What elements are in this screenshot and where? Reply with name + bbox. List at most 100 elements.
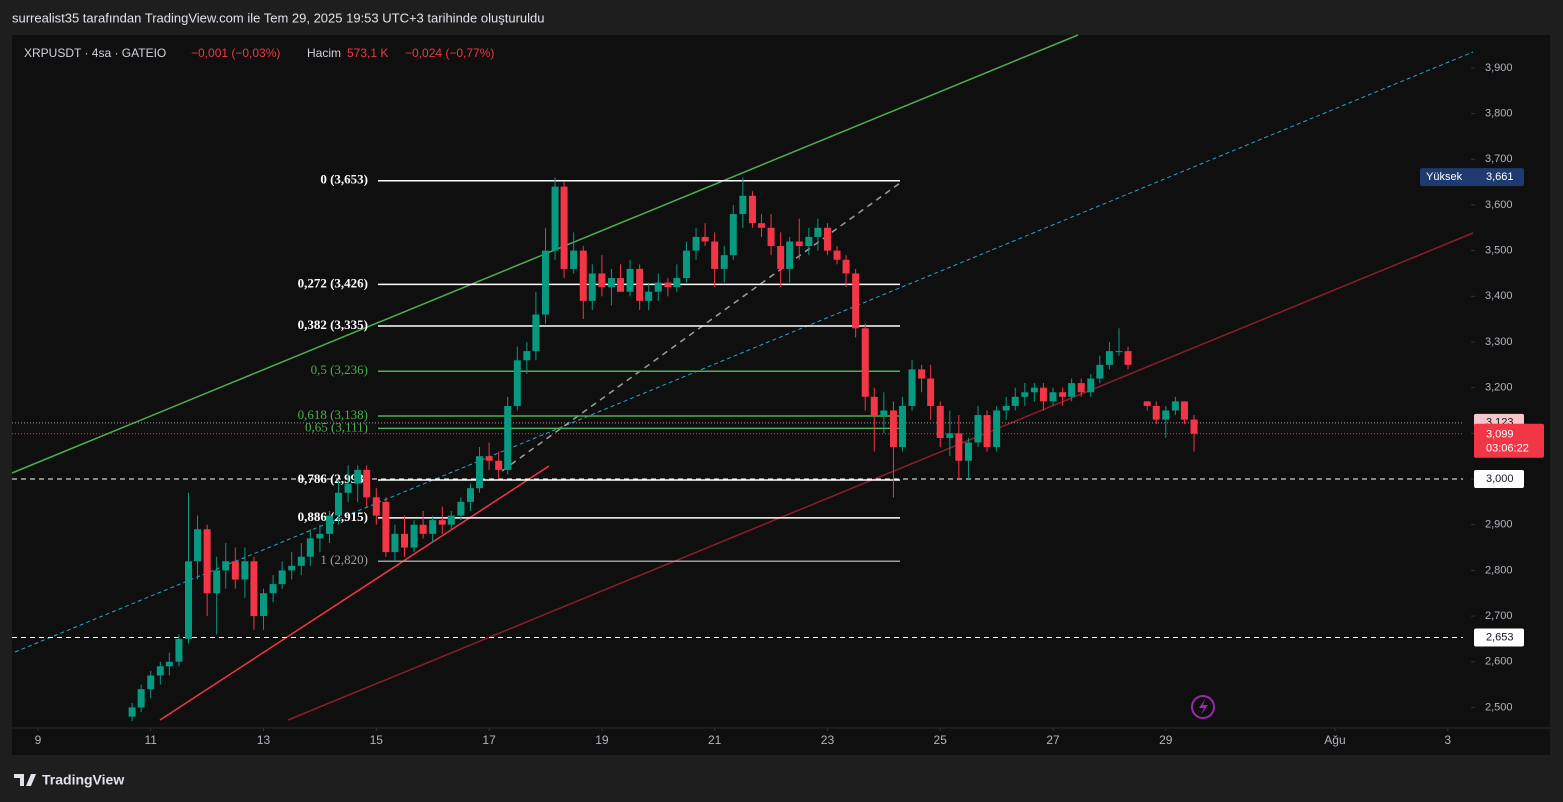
candle-body <box>213 570 221 594</box>
candle-body <box>175 638 183 662</box>
candle-body <box>607 278 615 288</box>
candle-body <box>541 250 549 315</box>
high-label: 3,661 <box>1486 171 1514 183</box>
candle-body <box>729 214 737 256</box>
fib-label: 0,786 (2,998) <box>298 471 368 486</box>
brand: TradingView <box>42 772 124 788</box>
candle-body <box>814 227 822 237</box>
last-price-label: 3,099 <box>1486 429 1514 441</box>
caption: surrealist35 tarafından TradingView.com … <box>12 10 544 25</box>
x-tick-label: 25 <box>934 733 948 747</box>
candle-body <box>495 460 503 470</box>
y-tick-label: 3,800 <box>1485 107 1513 119</box>
candle-body <box>795 241 803 247</box>
candle-body <box>964 442 972 461</box>
y-tick-label: 3,900 <box>1485 62 1513 74</box>
candle-body <box>288 565 296 571</box>
candle-body <box>1002 405 1010 411</box>
trendline <box>14 51 1474 653</box>
countdown: 03:06:22 <box>1486 443 1529 455</box>
fib-label: 0 (3,653) <box>320 172 368 187</box>
candle-body <box>692 236 700 251</box>
candle-body <box>354 469 362 484</box>
volume: 573,1 K <box>347 46 388 60</box>
candle-body <box>363 469 371 498</box>
y-tick-label: 3,500 <box>1485 245 1513 257</box>
candle-body <box>1190 419 1198 434</box>
candle-body <box>457 501 465 516</box>
symbol: XRPUSDT · 4sa · GATEIO <box>24 46 166 60</box>
candle-body <box>1162 410 1170 420</box>
candle-body <box>504 405 512 470</box>
candle-body <box>1152 405 1160 420</box>
candle-body <box>325 515 333 534</box>
candle-body <box>588 273 596 301</box>
candle-body <box>1087 378 1095 393</box>
trendline <box>287 232 1474 721</box>
candle-body <box>165 661 173 667</box>
candle-body <box>419 524 427 534</box>
candle-body <box>466 488 474 502</box>
candle-body <box>852 273 860 329</box>
x-tick-label: 15 <box>370 733 384 747</box>
candle-body <box>636 268 644 301</box>
candle-body <box>185 561 193 639</box>
candle-body <box>222 561 230 571</box>
drawings <box>11 34 1474 721</box>
price-label: 2,653 <box>1486 631 1514 643</box>
candle-body <box>1077 383 1085 393</box>
candle-body <box>616 278 624 292</box>
candle-body <box>137 689 145 708</box>
candle-body <box>946 433 954 438</box>
fib-label: 0,65 (3,111) <box>305 419 368 434</box>
candle-body <box>955 433 963 461</box>
candle-body <box>1143 401 1151 406</box>
fib-label: 1 (2,820) <box>320 552 368 567</box>
candle-body <box>654 282 662 292</box>
candle-body <box>438 520 446 525</box>
y-tick-label: 2,600 <box>1485 656 1513 668</box>
x-tick-label: Ağu <box>1324 733 1345 747</box>
candle-body <box>1039 387 1047 402</box>
candle-body <box>786 241 794 269</box>
fib-label: 0,382 (3,335) <box>298 317 368 332</box>
candle-body <box>391 533 399 553</box>
candle-body <box>447 515 455 525</box>
candle-body <box>1049 392 1057 402</box>
candle-body <box>918 369 926 379</box>
candle-body <box>757 223 765 228</box>
candle-body <box>701 236 709 242</box>
candle-body <box>570 250 578 269</box>
x-tick-label: 27 <box>1046 733 1060 747</box>
candle-body <box>523 351 531 361</box>
candle-body <box>551 186 559 251</box>
candle-body <box>1180 401 1188 420</box>
candle-body <box>372 497 380 516</box>
candle-body <box>429 520 437 534</box>
y-tick-label: 3,400 <box>1485 290 1513 302</box>
price-label: 3,000 <box>1486 473 1514 485</box>
y-tick-label: 2,800 <box>1485 564 1513 576</box>
x-tick-label: 19 <box>595 733 609 747</box>
candle-body <box>833 250 841 260</box>
fib-label: 0,5 (3,236) <box>311 362 368 377</box>
high-name: Yüksek <box>1426 171 1463 183</box>
alert-icon[interactable] <box>1191 695 1215 719</box>
y-tick-label: 2,900 <box>1485 519 1513 531</box>
x-tick-label: 3 <box>1444 733 1451 747</box>
x-tick-label: 13 <box>257 733 271 747</box>
candle-body <box>720 255 728 269</box>
candle-body <box>823 227 831 251</box>
candle-body <box>1068 383 1076 397</box>
alert-icon <box>1199 699 1208 715</box>
candle-body <box>344 483 352 493</box>
candle-body <box>382 501 390 553</box>
candle-body <box>513 360 521 406</box>
candle-body <box>974 415 982 443</box>
trendline <box>159 465 550 721</box>
price-label-box <box>1474 470 1524 489</box>
candle-body <box>889 410 897 448</box>
chart-panel <box>12 35 1550 755</box>
candle-body <box>1030 387 1038 393</box>
